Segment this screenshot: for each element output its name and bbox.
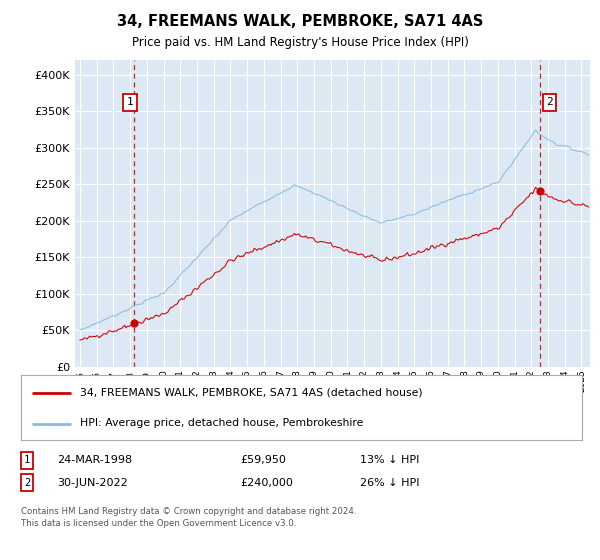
Point <box>535 187 544 196</box>
Text: 34, FREEMANS WALK, PEMBROKE, SA71 4AS: 34, FREEMANS WALK, PEMBROKE, SA71 4AS <box>117 14 483 29</box>
Text: Contains HM Land Registry data © Crown copyright and database right 2024.
This d: Contains HM Land Registry data © Crown c… <box>21 507 356 528</box>
Point <box>129 319 139 328</box>
Text: 2: 2 <box>547 97 553 108</box>
Text: 1: 1 <box>24 455 30 465</box>
Text: 34, FREEMANS WALK, PEMBROKE, SA71 4AS (detached house): 34, FREEMANS WALK, PEMBROKE, SA71 4AS (d… <box>80 388 422 398</box>
Text: HPI: Average price, detached house, Pembrokeshire: HPI: Average price, detached house, Pemb… <box>80 418 363 428</box>
Text: 24-MAR-1998: 24-MAR-1998 <box>57 455 132 465</box>
Text: 13% ↓ HPI: 13% ↓ HPI <box>360 455 419 465</box>
Text: 26% ↓ HPI: 26% ↓ HPI <box>360 478 419 488</box>
Text: 1: 1 <box>127 97 133 108</box>
Text: £59,950: £59,950 <box>240 455 286 465</box>
Text: Price paid vs. HM Land Registry's House Price Index (HPI): Price paid vs. HM Land Registry's House … <box>131 36 469 49</box>
Text: £240,000: £240,000 <box>240 478 293 488</box>
Text: 2: 2 <box>24 478 30 488</box>
Text: 30-JUN-2022: 30-JUN-2022 <box>57 478 128 488</box>
